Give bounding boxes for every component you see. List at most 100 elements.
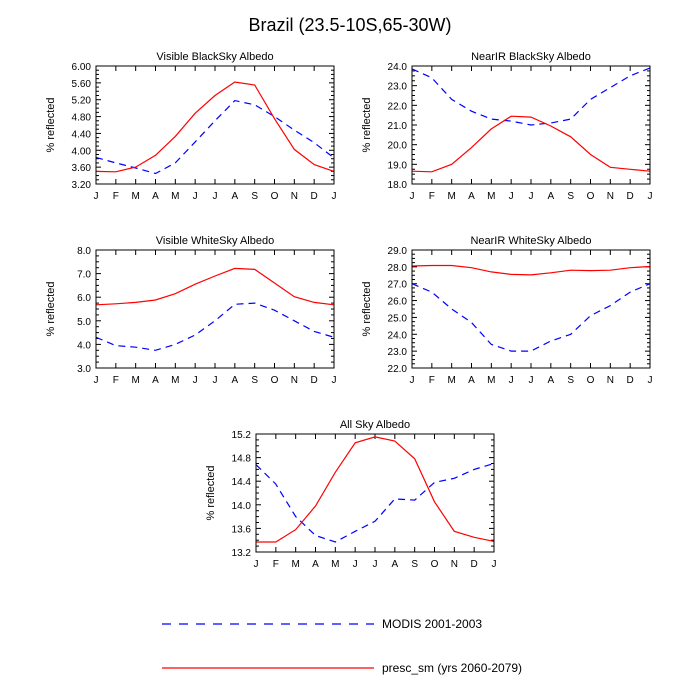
x-tick-label: J (332, 375, 337, 386)
x-tick-label: A (152, 191, 159, 202)
y-tick-label: 3.60 (72, 163, 92, 174)
x-tick-label: N (451, 559, 458, 570)
y-axis-label: % reflected (45, 97, 57, 152)
figure-title: Brazil (23.5-10S,65-30W) (248, 15, 451, 35)
series-line-modis (411, 67, 651, 126)
series-line-modis (95, 99, 335, 175)
chart-title: All Sky Albedo (340, 419, 410, 431)
x-tick-label: S (251, 191, 258, 202)
y-tick-label: 4.80 (72, 113, 92, 124)
x-tick-label: S (251, 375, 258, 386)
x-tick-label: F (429, 191, 435, 202)
plot-frame (95, 65, 335, 185)
x-tick-label: M (487, 191, 495, 202)
x-tick-label: F (113, 191, 119, 202)
x-tick-label: D (311, 375, 318, 386)
chart-title: NearIR WhiteSky Albedo (470, 235, 591, 247)
x-tick-label: N (291, 375, 298, 386)
x-tick-label: O (587, 375, 595, 386)
series-line-modis (411, 283, 651, 352)
chart-panel: NearIR BlackSky Albedo % reflected 18.0 19.… (361, 51, 653, 202)
plot-frame (255, 433, 495, 553)
y-tick-label: 27.0 (388, 280, 408, 291)
x-tick-label: F (429, 375, 435, 386)
y-axis-label: % reflected (45, 281, 57, 336)
x-tick-label: O (271, 191, 279, 202)
y-tick-label: 24.0 (388, 62, 408, 73)
y-axis-label: % reflected (205, 465, 217, 520)
chart-panel: Visible WhiteSky Albedo % reflected 3.0 4.0… (45, 235, 337, 386)
x-tick-label: J (492, 559, 497, 570)
y-axis-label: % reflected (361, 97, 373, 152)
chart-title: Visible WhiteSky Albedo (156, 235, 274, 247)
x-tick-label: O (271, 375, 279, 386)
x-tick-label: J (254, 559, 259, 570)
series-line-modis (255, 462, 495, 543)
y-tick-label: 4.0 (77, 340, 91, 351)
y-tick-label: 28.0 (388, 263, 408, 274)
x-tick-label: M (487, 375, 495, 386)
x-tick-label: F (273, 559, 279, 570)
x-tick-label: J (410, 375, 415, 386)
y-axis-label: % reflected (361, 281, 373, 336)
y-tick-label: 5.60 (72, 79, 92, 90)
x-tick-label: J (94, 375, 99, 386)
x-tick-label: J (213, 375, 218, 386)
x-tick-label: J (648, 191, 653, 202)
x-tick-label: D (471, 559, 478, 570)
y-tick-label: 26.0 (388, 297, 408, 308)
x-tick-label: J (509, 191, 514, 202)
y-tick-label: 24.0 (388, 330, 408, 341)
y-tick-label: 22.0 (388, 364, 408, 375)
x-tick-label: M (447, 191, 455, 202)
x-tick-label: M (331, 559, 339, 570)
x-tick-label: N (291, 191, 298, 202)
y-tick-label: 14.8 (232, 454, 252, 465)
x-tick-label: A (391, 559, 398, 570)
series-line-presc-sm (411, 264, 651, 276)
y-tick-label: 6.0 (77, 293, 91, 304)
y-tick-label: 8.0 (77, 246, 91, 257)
y-tick-label: 29.0 (388, 246, 408, 257)
x-tick-label: J (648, 375, 653, 386)
legend-label: MODIS 2001-2003 (382, 617, 482, 631)
x-tick-label: N (607, 375, 614, 386)
x-tick-label: J (529, 375, 534, 386)
x-tick-label: J (529, 191, 534, 202)
y-tick-label: 25.0 (388, 313, 408, 324)
x-tick-label: A (468, 191, 475, 202)
plot-frame (95, 249, 335, 369)
x-tick-label: J (193, 191, 198, 202)
x-tick-label: M (131, 191, 139, 202)
series-line-presc-sm (95, 267, 335, 306)
x-tick-label: J (353, 559, 358, 570)
x-tick-label: O (587, 191, 595, 202)
x-tick-label: D (627, 191, 634, 202)
chart-title: Visible BlackSky Albedo (156, 51, 273, 63)
x-tick-label: A (547, 375, 554, 386)
y-tick-label: 14.4 (232, 477, 252, 488)
legend: MODIS 2001-2003 presc_sm (yrs 2060-2079) (162, 617, 522, 675)
panels: Visible BlackSky Albedo % reflected 3.20 3.… (45, 51, 653, 570)
x-tick-label: D (627, 375, 634, 386)
x-tick-label: J (410, 191, 415, 202)
x-tick-label: N (607, 191, 614, 202)
y-tick-label: 7.0 (77, 270, 91, 281)
chart-panel: Visible BlackSky Albedo % reflected 3.20 3.… (45, 51, 337, 202)
x-tick-label: A (547, 191, 554, 202)
chart-panel: NearIR WhiteSky Albedo % reflected 22.0 23.… (361, 235, 653, 386)
x-tick-label: J (94, 191, 99, 202)
x-tick-label: A (231, 191, 238, 202)
series-line-presc-sm (411, 115, 651, 173)
y-tick-label: 23.0 (388, 347, 408, 358)
y-tick-label: 13.6 (232, 524, 252, 535)
x-tick-label: M (171, 191, 179, 202)
x-tick-label: J (193, 375, 198, 386)
y-tick-label: 3.20 (72, 180, 92, 191)
y-tick-label: 21.0 (388, 121, 408, 132)
y-tick-label: 23.0 (388, 82, 408, 93)
x-tick-label: A (231, 375, 238, 386)
x-tick-label: J (213, 191, 218, 202)
series-line-presc-sm (256, 436, 495, 543)
